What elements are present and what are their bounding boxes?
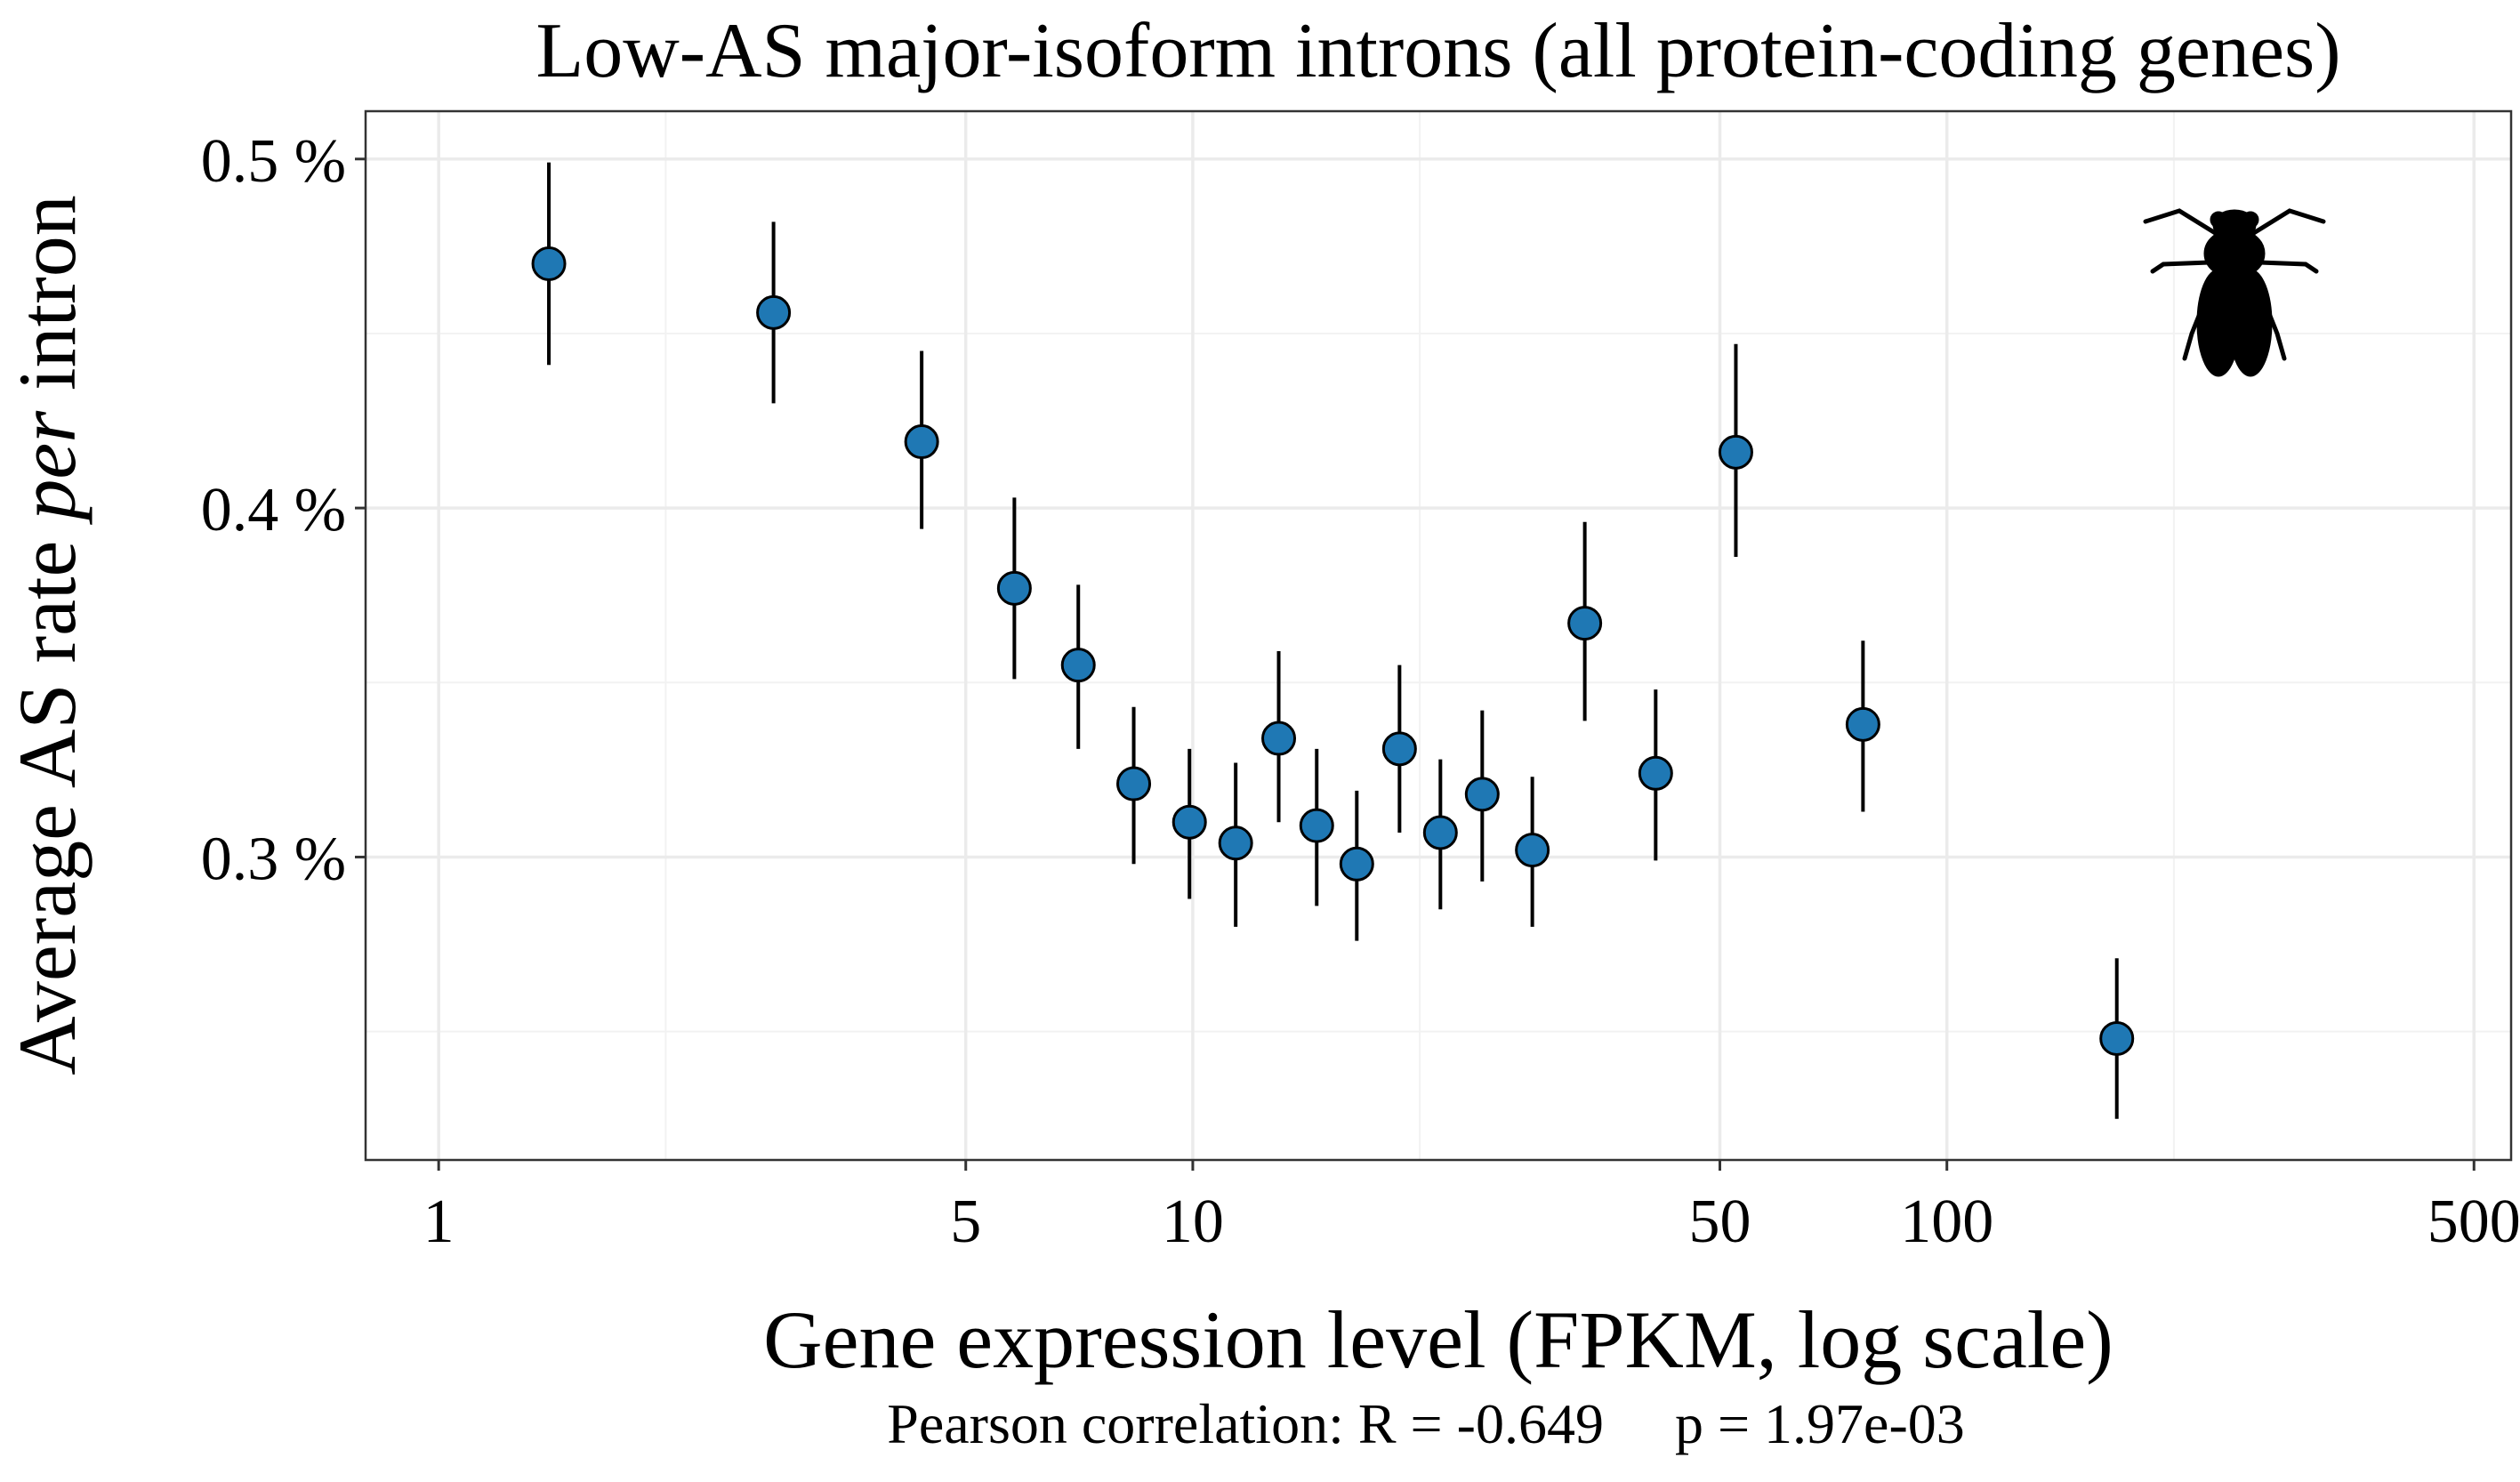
fly-silhouette-icon — [2143, 208, 2326, 377]
x-tick-label: 10 — [1162, 1188, 1224, 1256]
data-point — [756, 294, 792, 330]
y-tick-label: 0.3 % — [201, 825, 346, 893]
plot-panel-border — [364, 109, 2513, 1162]
data-point — [1638, 755, 1673, 791]
pearson-r-text: Pearson correlation: R = -0.649 — [887, 1392, 1604, 1455]
data-point — [1718, 434, 1753, 470]
y-tick-label: 0.4 % — [201, 476, 346, 544]
data-point — [1464, 777, 1500, 812]
data-point — [1060, 648, 1096, 683]
x-tick-label: 1 — [423, 1188, 455, 1256]
x-tick-label: 5 — [950, 1188, 981, 1256]
p-value-text: p = 1.97e-03 — [1675, 1392, 1965, 1455]
correlation-caption: Pearson correlation: R = -0.649 p = 1.97e… — [887, 1392, 1965, 1455]
x-axis-title: Gene expression level (FPKM, log scale) — [763, 1294, 2113, 1385]
data-point — [1339, 846, 1374, 882]
y-tick-label: 0.5 % — [201, 127, 346, 196]
data-point — [1299, 808, 1334, 843]
data-point — [1381, 731, 1417, 767]
grid-lines — [366, 111, 2511, 1160]
y-axis-title-end: intron — [2, 195, 93, 391]
data-point — [996, 570, 1032, 606]
x-tick-label: 100 — [1900, 1188, 1993, 1256]
data-point — [1515, 833, 1550, 868]
x-tick-label: 50 — [1689, 1188, 1751, 1256]
axis-ticks: 1 5 10 50 100 500 0.3 % 0.4 % 0.5 % — [201, 127, 2520, 1256]
y-axis-title-italic: per — [2, 410, 93, 526]
data-point — [531, 246, 567, 281]
data-point — [1845, 706, 1880, 742]
x-tick-label: 500 — [2427, 1188, 2520, 1256]
data-point — [1171, 804, 1207, 840]
y-axis-title: Average AS rate per intron — [2, 195, 93, 1075]
data-point — [904, 424, 939, 460]
data-point — [1422, 815, 1458, 850]
data-point — [1218, 826, 1253, 861]
y-axis-title-main: Average AS rate — [2, 541, 93, 1075]
data-point — [1261, 721, 1297, 756]
data-marks — [531, 162, 2135, 1119]
chart-title: Low-AS major-isoform introns (all protei… — [535, 8, 2340, 94]
data-point — [1116, 766, 1152, 801]
data-point — [2099, 1020, 2135, 1056]
data-point — [1567, 606, 1603, 641]
